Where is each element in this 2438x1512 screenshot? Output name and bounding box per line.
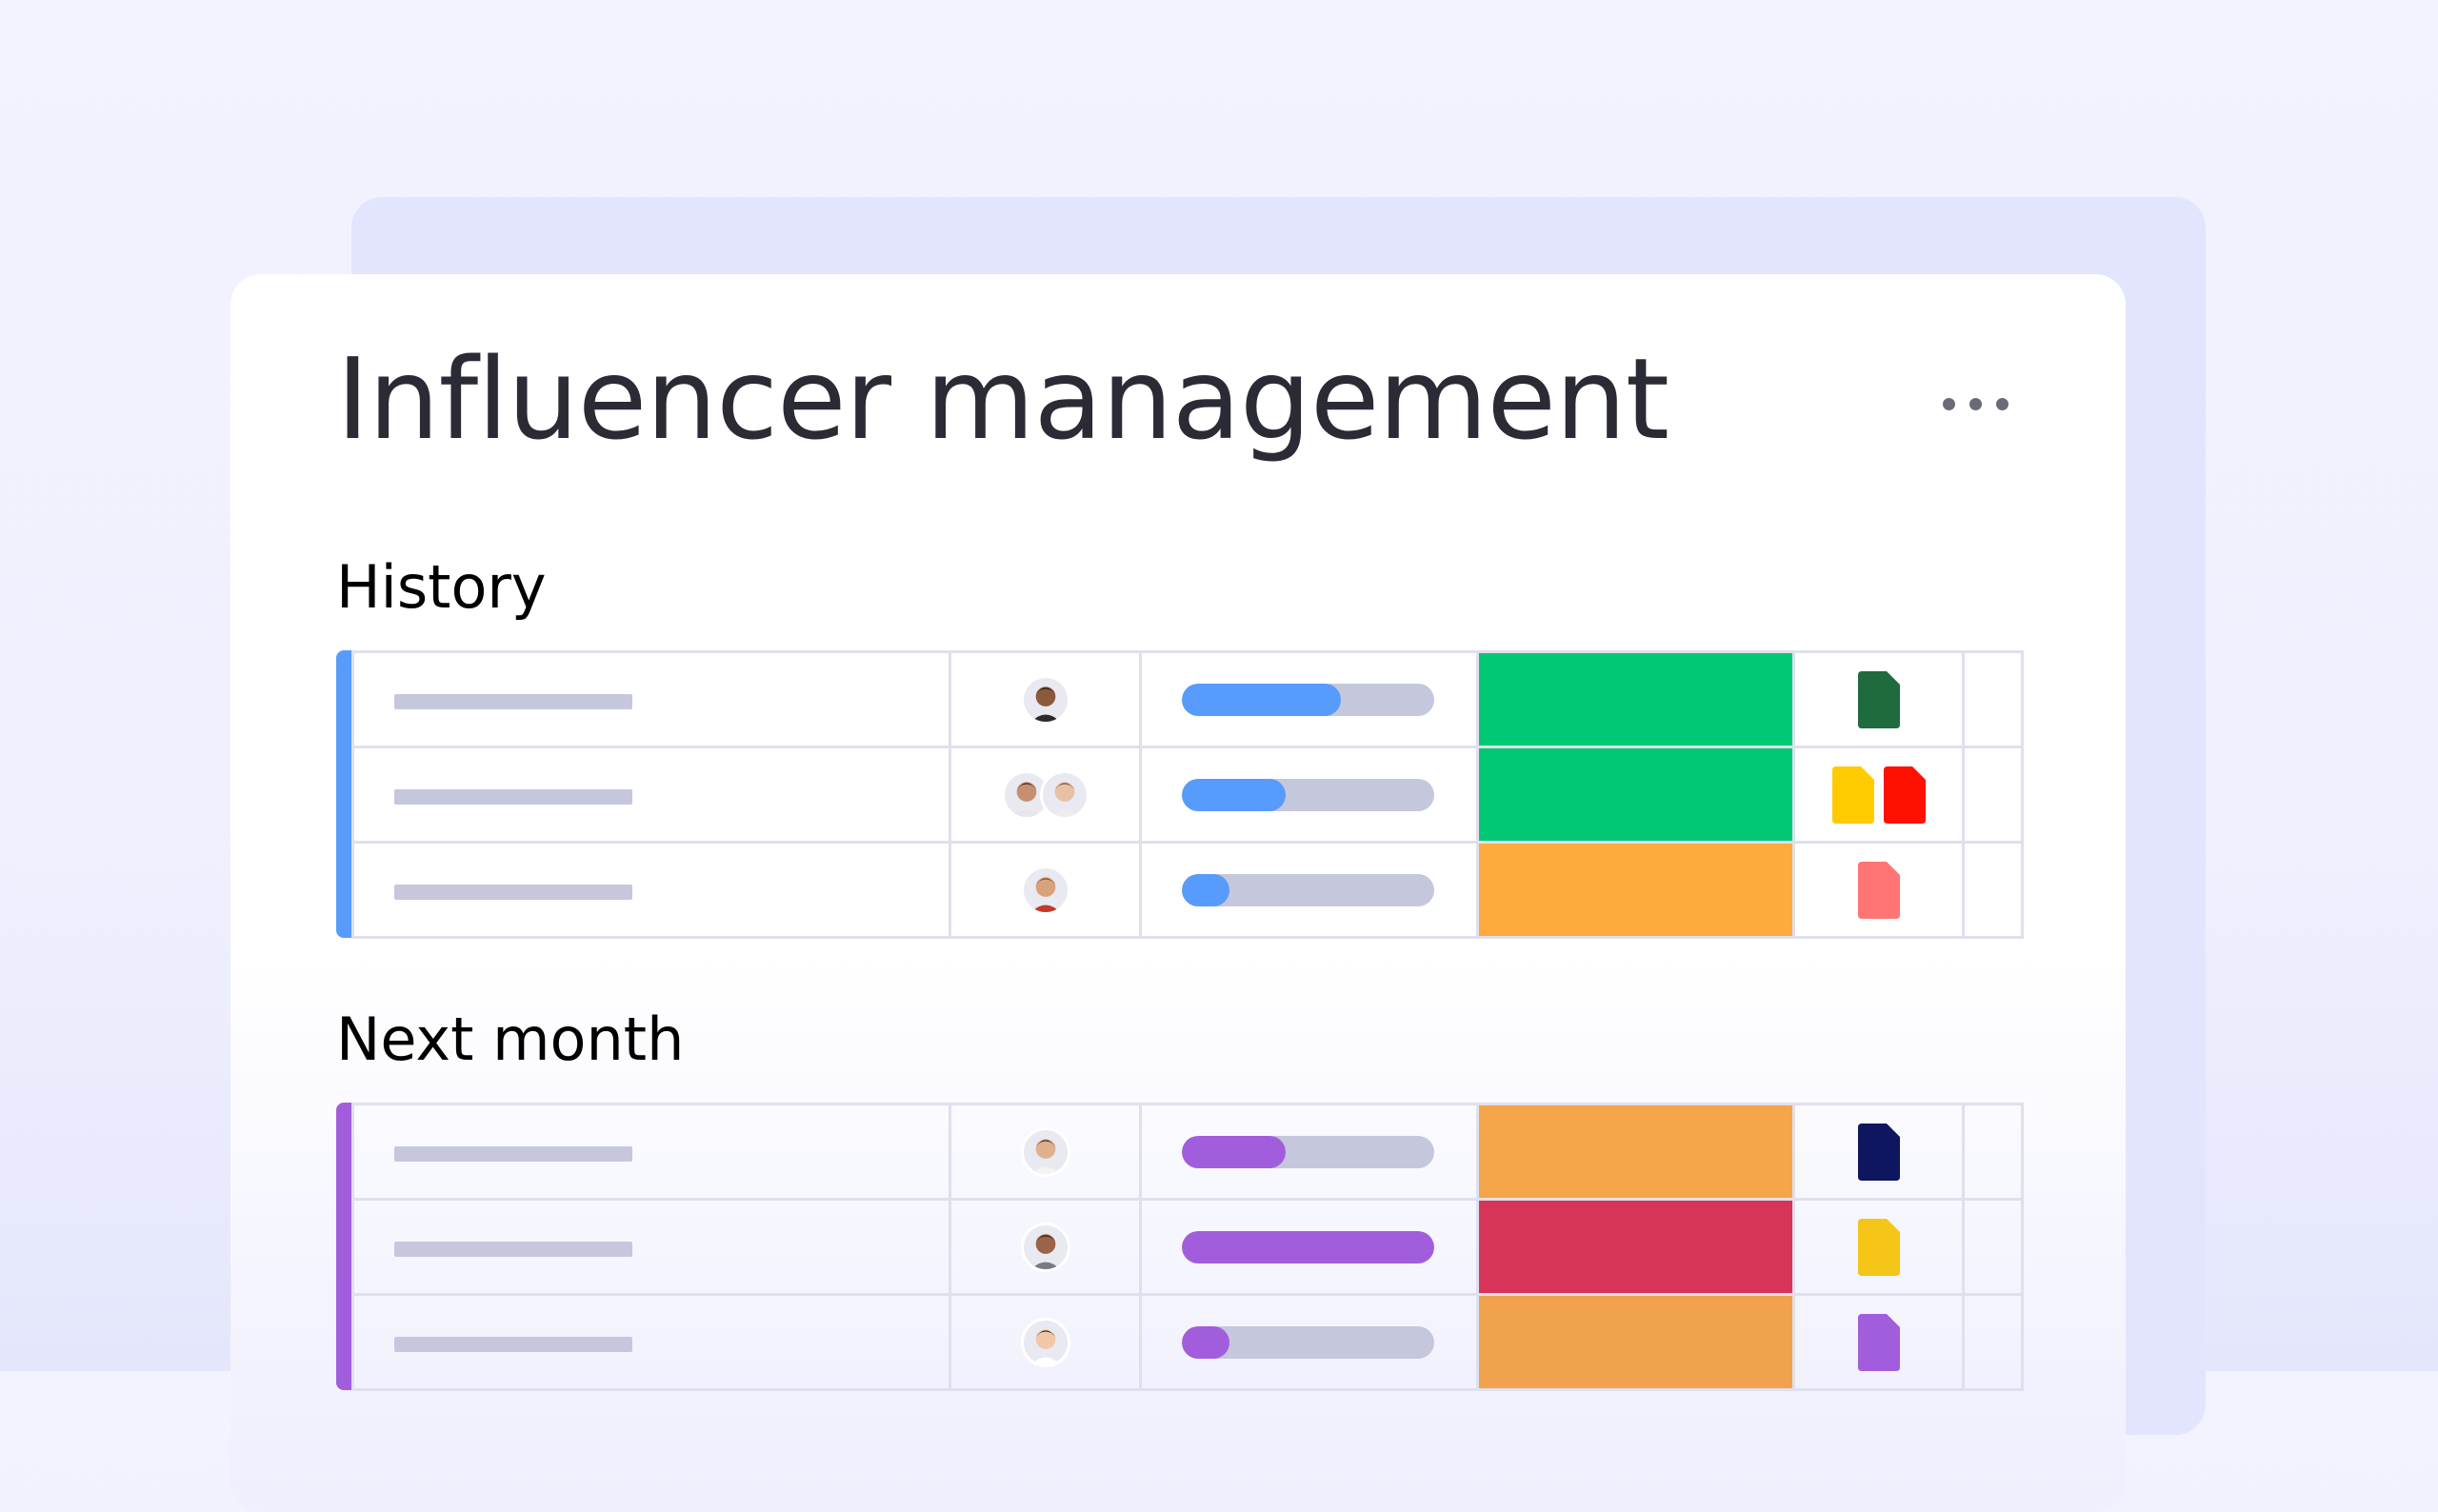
empty-cell[interactable] [1965,1201,2024,1293]
file-list [1795,1201,1962,1293]
group-color-bar [336,650,351,938]
person-cell[interactable] [951,1296,1142,1388]
progress-cell[interactable] [1142,1296,1479,1388]
person-cell[interactable] [951,748,1142,841]
files-cell[interactable] [1795,844,1965,936]
person-cell[interactable] [951,653,1142,746]
progress-bar [1182,1136,1434,1168]
progress-cell[interactable] [1142,1105,1479,1198]
avatar[interactable] [1020,1317,1070,1367]
board-title: Influencer management [336,333,1669,465]
progress-bar [1182,684,1434,716]
item-name-placeholder [394,789,632,805]
item-name-cell[interactable] [354,844,951,936]
empty-cell[interactable] [1965,844,2024,936]
status-label [1479,1296,1792,1388]
item-name-placeholder [394,1337,632,1352]
item-name-placeholder [394,1242,632,1257]
status-cell[interactable] [1479,1296,1795,1388]
status-cell[interactable] [1479,653,1795,746]
empty-cell[interactable] [1965,748,2024,841]
progress-bar [1182,779,1434,811]
item-name-cell[interactable] [354,1105,951,1198]
table-row[interactable] [351,1198,2024,1293]
group-title-history[interactable]: History [336,552,547,622]
file-icon[interactable] [1831,766,1874,824]
progress-bar-fill [1182,874,1230,906]
item-name-cell[interactable] [354,653,951,746]
file-list [1795,653,1962,746]
status-label [1479,1201,1792,1293]
file-icon[interactable] [1857,670,1900,728]
progress-cell[interactable] [1142,844,1479,936]
avatar[interactable] [1020,1126,1070,1177]
empty-cell[interactable] [1965,1296,2024,1388]
table-row[interactable] [351,1293,2024,1391]
person-cell[interactable] [951,844,1142,936]
progress-bar-fill [1182,1231,1434,1263]
files-cell[interactable] [1795,748,1965,841]
person-cell[interactable] [951,1105,1142,1198]
empty-cell[interactable] [1965,653,2024,746]
item-name-cell[interactable] [354,1201,951,1293]
table-row[interactable] [351,1103,2024,1198]
status-label [1479,748,1792,841]
table-row[interactable] [351,841,2024,939]
file-list [1795,1105,1962,1198]
status-cell[interactable] [1479,748,1795,841]
file-list [1795,748,1962,841]
file-icon[interactable] [1857,1218,1900,1276]
group-color-bar [336,1103,351,1390]
status-cell[interactable] [1479,1201,1795,1293]
files-cell[interactable] [1795,1296,1965,1388]
avatar-group [951,1105,1139,1198]
files-cell[interactable] [1795,1105,1965,1198]
progress-bar [1182,1231,1434,1263]
status-label [1479,1105,1792,1198]
progress-cell[interactable] [1142,748,1479,841]
files-cell[interactable] [1795,653,1965,746]
file-list [1795,844,1962,936]
empty-cell[interactable] [1965,1105,2024,1198]
status-cell[interactable] [1479,1105,1795,1198]
avatar-group [951,748,1139,841]
progress-bar-fill [1182,779,1286,811]
avatar[interactable] [1020,674,1070,725]
status-label [1479,653,1792,746]
file-icon[interactable] [1857,861,1900,919]
file-icon[interactable] [1857,1123,1900,1181]
item-name-cell[interactable] [354,1296,951,1388]
files-cell[interactable] [1795,1201,1965,1293]
avatar[interactable] [1020,865,1070,915]
progress-cell[interactable] [1142,653,1479,746]
item-name-placeholder [394,694,632,709]
group-next-month [336,1103,2024,1391]
avatar-group [951,653,1139,746]
avatar-group [951,1201,1139,1293]
item-name-placeholder [394,885,632,900]
progress-bar [1182,874,1434,906]
file-icon[interactable] [1883,766,1926,824]
group-title-next-month[interactable]: Next month [336,1005,685,1074]
progress-bar-fill [1182,684,1341,716]
file-icon[interactable] [1857,1313,1900,1371]
more-options-icon[interactable] [1943,390,2009,415]
table-row[interactable] [351,650,2024,746]
item-name-placeholder [394,1146,632,1162]
avatar-group [951,844,1139,936]
progress-bar [1182,1326,1434,1359]
status-cell[interactable] [1479,844,1795,936]
progress-cell[interactable] [1142,1201,1479,1293]
item-name-cell[interactable] [354,748,951,841]
table-row[interactable] [351,746,2024,841]
status-label [1479,844,1792,936]
group-history [336,650,2024,939]
file-list [1795,1296,1962,1388]
avatar[interactable] [1039,769,1089,820]
avatar-group [951,1296,1139,1388]
person-cell[interactable] [951,1201,1142,1293]
progress-bar-fill [1182,1326,1230,1359]
avatar[interactable] [1020,1222,1070,1272]
progress-bar-fill [1182,1136,1286,1168]
